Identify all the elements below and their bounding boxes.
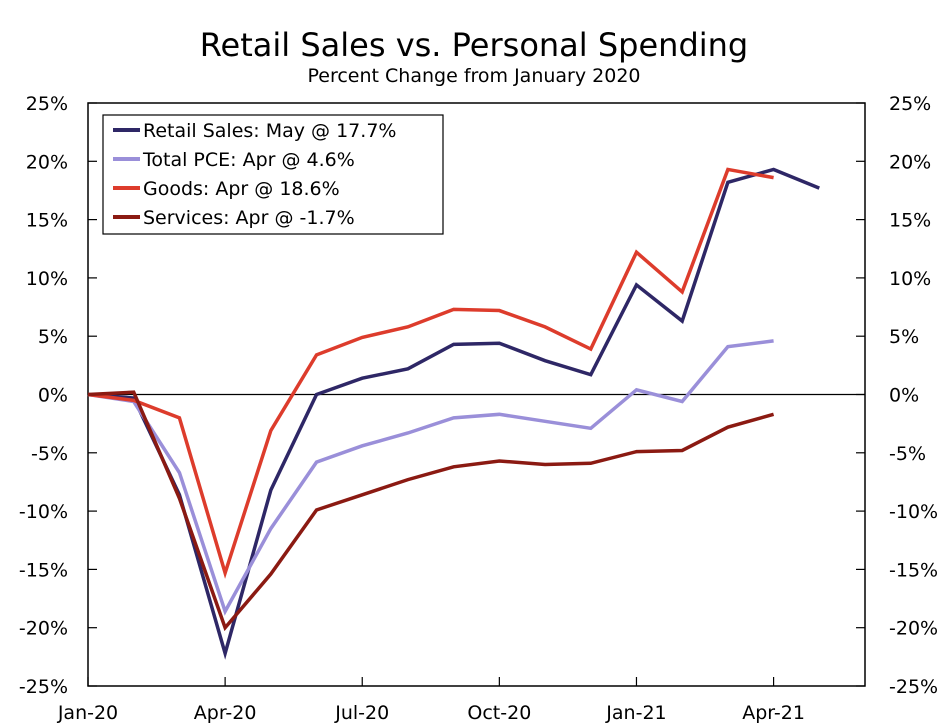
y-tick-label-left: 15%: [26, 210, 68, 232]
series-line-3: [87, 390, 775, 632]
y-tick-label-left: -15%: [19, 559, 68, 581]
x-tick-label: Apr-20: [194, 702, 257, 724]
chart-title: Retail Sales vs. Personal Spending: [200, 26, 748, 64]
y-tick-label-left: -10%: [19, 501, 68, 523]
y-tick-label-left: 25%: [26, 93, 68, 115]
series-line-2: [87, 167, 774, 579]
legend: Retail Sales: May @ 17.7% Total PCE: Apr …: [102, 114, 444, 235]
legend-label: Retail Sales: May @ 17.7%: [143, 120, 396, 142]
x-tick-label: Jul-20: [334, 702, 389, 724]
chart-subtitle: Percent Change from January 2020: [308, 65, 641, 87]
y-tick-label-right: 5%: [889, 326, 919, 348]
y-tick-label-right: -20%: [889, 618, 938, 640]
legend-box: [102, 114, 444, 235]
series-line-1: [87, 339, 774, 616]
y-tick-label-right: -5%: [889, 443, 926, 465]
x-tick-label: Jan-20: [57, 702, 118, 724]
y-tick-label-right: -10%: [889, 501, 938, 523]
y-tick-label-right: -15%: [889, 559, 938, 581]
legend-label: Services: Apr @ -1.7%: [143, 207, 355, 229]
y-tick-label-right: 20%: [889, 151, 931, 173]
y-tick-label-right: 15%: [889, 210, 931, 232]
y-tick-label-left: 0%: [38, 385, 68, 407]
y-tick-label-left: -25%: [19, 676, 68, 698]
y-tick-label-right: -25%: [889, 676, 938, 698]
y-tick-label-left: -5%: [31, 443, 68, 465]
y-tick-label-right: 0%: [889, 385, 919, 407]
x-tick-label: Jan-21: [605, 702, 666, 724]
series-line-0: [87, 167, 820, 660]
y-tick-label-left: 5%: [38, 326, 68, 348]
y-axis-ticks: 25% 25% 20% 20% 15% 15% 10% 10% 5% 5% 0% 0% -5% -5% -1…: [19, 93, 938, 698]
legend-label: Goods: Apr @ 18.6%: [143, 178, 340, 200]
y-tick-label-right: 25%: [889, 93, 931, 115]
x-tick-label: Oct-20: [467, 702, 531, 724]
legend-label: Total PCE: Apr @ 4.6%: [142, 149, 355, 171]
y-tick-label-left: 10%: [26, 268, 68, 290]
x-axis-ticks: Jan-20 Apr-20 Jul-20 Oct-20 Jan-21 Apr-21: [57, 677, 805, 724]
y-tick-label-left: -20%: [19, 618, 68, 640]
series-group: [87, 167, 820, 660]
y-tick-label-right: 10%: [889, 268, 931, 290]
y-tick-label-left: 20%: [26, 151, 68, 173]
x-tick-label: Apr-21: [742, 702, 805, 724]
